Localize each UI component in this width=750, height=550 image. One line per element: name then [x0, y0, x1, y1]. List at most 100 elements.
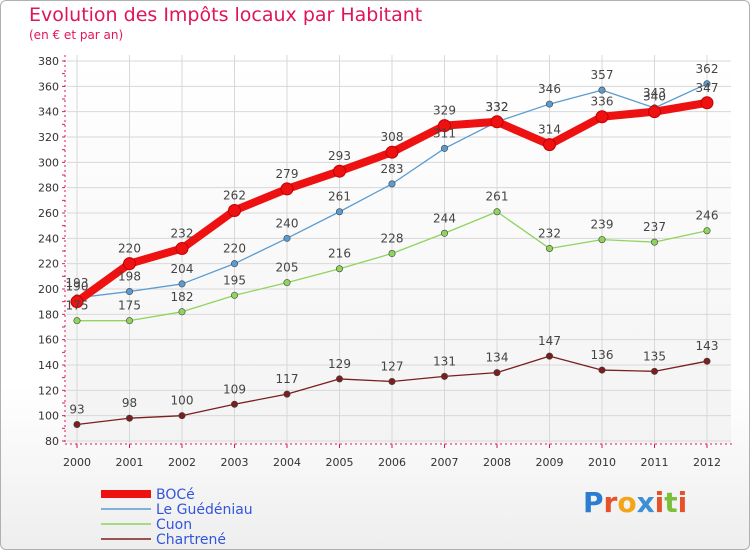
data-label: 262 [223, 188, 246, 202]
data-label: 362 [696, 62, 719, 76]
data-label: 190 [66, 280, 89, 294]
data-label: 279 [276, 167, 299, 181]
data-label: 308 [381, 130, 404, 144]
x-tick-label: 2008 [483, 456, 511, 469]
logo-letter: i [654, 486, 665, 519]
data-label: 329 [433, 104, 456, 118]
logo-letter: x [636, 486, 655, 519]
data-label: 109 [223, 382, 246, 396]
data-label: 314 [538, 123, 561, 137]
data-point [440, 229, 448, 237]
data-point [595, 110, 609, 124]
data-label: 198 [118, 270, 141, 284]
data-label: 343 [643, 86, 666, 100]
x-tick-label: 2010 [588, 456, 616, 469]
axes: 80 100 120 140 160 180 200 220 240 260 280 300 320 34… [38, 55, 733, 469]
data-point [440, 372, 448, 380]
data-point [228, 203, 241, 217]
data-point [648, 105, 661, 119]
logo-letter: o [617, 486, 637, 519]
data-label: 244 [433, 211, 456, 225]
data-label: 98 [122, 396, 137, 410]
data-point [231, 400, 239, 408]
data-point [545, 244, 553, 252]
data-label: 293 [328, 149, 351, 163]
data-point [700, 96, 714, 110]
data-point [440, 144, 448, 152]
y-tick-label: 100 [38, 410, 59, 423]
data-label: 220 [223, 242, 246, 256]
data-label: 311 [433, 126, 456, 140]
y-tick-label: 320 [38, 131, 59, 144]
x-tick-label: 2012 [693, 456, 721, 469]
data-label: 175 [118, 299, 141, 313]
data-label: 216 [328, 247, 351, 261]
legend-label: Le Guédéniau [156, 502, 253, 518]
logo-letter: t [664, 486, 678, 519]
data-label: 129 [328, 357, 351, 371]
data-label: 346 [538, 82, 561, 96]
x-tick-label: 2011 [641, 456, 669, 469]
data-point [175, 241, 189, 255]
y-tick-label: 340 [38, 106, 59, 119]
grid [67, 55, 731, 444]
y-tick-label: 220 [38, 258, 59, 271]
data-point [388, 180, 396, 188]
data-point [650, 367, 658, 375]
x-tick-label: 2009 [536, 456, 564, 469]
data-point [703, 80, 711, 88]
data-label: 232 [538, 226, 561, 240]
legend-label: Chartrené [156, 532, 226, 548]
data-point [598, 86, 606, 94]
data-point [70, 295, 84, 309]
data-label: 237 [643, 220, 666, 234]
data-label: 182 [171, 290, 194, 304]
data-point [280, 182, 294, 196]
data-label: 340 [643, 90, 666, 104]
data-point [126, 414, 134, 422]
chart-subtitle: (en € et par an) [29, 28, 124, 42]
data-point [283, 390, 291, 398]
x-tick-label: 2003 [221, 456, 249, 469]
y-tick-label: 140 [38, 359, 59, 372]
data-point [231, 260, 239, 268]
data-point [703, 227, 711, 235]
data-point [703, 357, 711, 365]
y-tick-label: 120 [38, 384, 59, 397]
data-point [178, 308, 186, 316]
data-label: 332 [486, 100, 509, 114]
y-tick-label: 180 [38, 308, 59, 321]
legend-label: Cuon [156, 517, 192, 533]
y-tick-label: 260 [38, 207, 59, 220]
data-point [178, 412, 186, 420]
data-point [335, 375, 343, 383]
y-tick-label: 280 [38, 182, 59, 195]
data-point [388, 250, 396, 258]
data-label: 134 [486, 351, 509, 365]
data-label: 228 [381, 232, 404, 246]
data-label: 357 [591, 68, 614, 82]
series-group [70, 80, 714, 429]
data-point [493, 208, 501, 216]
data-label: 175 [66, 299, 89, 313]
legend-label: BOCé [156, 487, 195, 503]
logo-letter: i [677, 486, 688, 519]
logo-letter: r [603, 486, 618, 519]
data-label: 117 [276, 372, 299, 386]
data-point [598, 366, 606, 374]
data-label: 143 [696, 339, 719, 353]
data-label: 332 [486, 100, 509, 114]
data-label: 240 [276, 216, 299, 230]
data-label: 127 [381, 359, 404, 373]
data-label: 261 [486, 190, 509, 204]
data-point [126, 317, 134, 325]
data-point [333, 164, 346, 178]
data-point [543, 138, 556, 152]
data-point [493, 369, 501, 377]
data-point [178, 280, 186, 288]
y-tick-label: 300 [38, 156, 59, 169]
data-point [126, 288, 134, 296]
data-point [335, 265, 343, 273]
